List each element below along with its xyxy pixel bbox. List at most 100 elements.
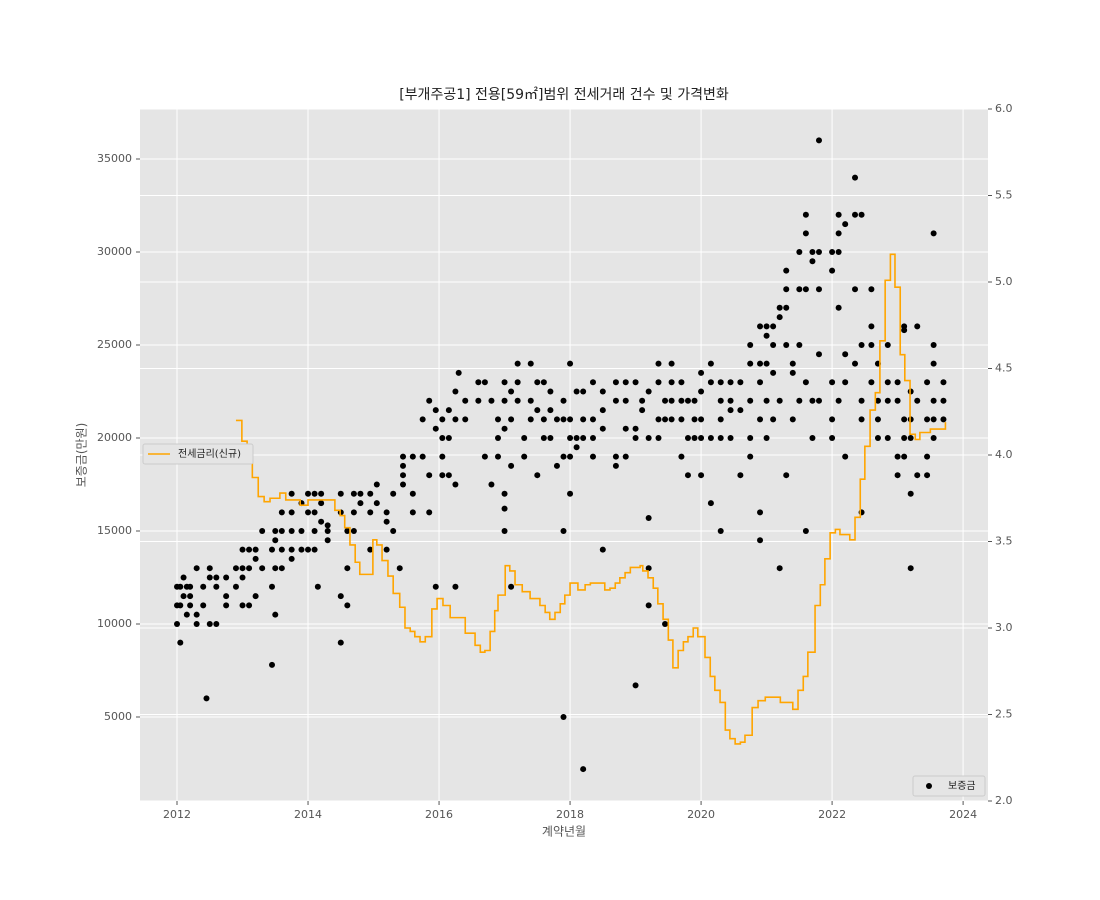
- scatter-point: [776, 304, 783, 311]
- scatter-point: [622, 425, 629, 432]
- scatter-point: [589, 379, 596, 386]
- scatter-point: [350, 527, 357, 534]
- scatter-point: [901, 327, 908, 334]
- scatter-point: [419, 416, 426, 423]
- scatter-point: [783, 267, 790, 274]
- scatter-point: [501, 379, 508, 386]
- scatter-point: [547, 407, 554, 414]
- legend: 전세금리(신규): [142, 443, 254, 465]
- y2-tick-label: 4.0: [995, 448, 1013, 461]
- scatter-point: [344, 565, 351, 572]
- scatter-point: [770, 416, 777, 423]
- scatter-point: [445, 434, 452, 441]
- scatter-point: [223, 593, 230, 600]
- scatter-point: [272, 565, 279, 572]
- scatter-point: [246, 565, 253, 572]
- scatter-point: [757, 537, 764, 544]
- y2-tick-label: 3.5: [995, 535, 1013, 548]
- scatter-point: [770, 369, 777, 376]
- scatter-point: [501, 490, 508, 497]
- scatter-point: [383, 509, 390, 516]
- legend-label: 보증금: [948, 780, 976, 792]
- scatter-point: [439, 416, 446, 423]
- scatter-point: [367, 546, 374, 553]
- scatter-point: [357, 500, 364, 507]
- scatter-point: [206, 574, 213, 581]
- scatter-point: [789, 360, 796, 367]
- scatter-point: [796, 286, 803, 293]
- chart-title: [부개주공1] 전용[59㎡]범위 전세거래 건수 및 가격변화: [399, 87, 729, 103]
- scatter-point: [868, 323, 875, 330]
- scatter-point: [174, 620, 181, 627]
- scatter-point: [177, 583, 184, 590]
- scatter-point: [272, 611, 279, 618]
- scatter-point: [757, 416, 764, 423]
- scatter-point: [527, 397, 534, 404]
- scatter-point: [802, 211, 809, 218]
- scatter-point: [783, 472, 790, 479]
- scatter-point: [452, 416, 459, 423]
- scatter-point: [508, 462, 515, 469]
- scatter-point: [930, 230, 937, 237]
- x-tick-label: 2014: [294, 808, 322, 821]
- scatter-point: [858, 341, 865, 348]
- scatter-point: [858, 211, 865, 218]
- scatter-point: [239, 602, 246, 609]
- scatter-point: [534, 379, 541, 386]
- scatter-point: [868, 286, 875, 293]
- scatter-point: [662, 397, 669, 404]
- scatter-point: [884, 379, 891, 386]
- legend-box: [912, 775, 986, 797]
- scatter-point: [177, 602, 184, 609]
- scatter-point: [783, 286, 790, 293]
- scatter-point: [288, 490, 295, 497]
- scatter-point: [829, 379, 836, 386]
- scatter-point: [560, 713, 567, 720]
- scatter-point: [547, 434, 554, 441]
- scatter-point: [639, 407, 646, 414]
- scatter-point: [835, 230, 842, 237]
- scatter-point: [560, 416, 567, 423]
- scatter-point: [288, 546, 295, 553]
- legend: 보증금: [912, 775, 986, 797]
- scatter-point: [894, 397, 901, 404]
- scatter-point: [645, 434, 652, 441]
- scatter-point: [829, 248, 836, 255]
- scatter-point: [288, 509, 295, 516]
- y-tick-label: 30000: [97, 245, 132, 258]
- scatter-point: [239, 546, 246, 553]
- scatter-point: [553, 416, 560, 423]
- step-line: [235, 253, 947, 745]
- scatter-point: [842, 221, 849, 228]
- y2-tick-label: 2.0: [995, 794, 1013, 807]
- scatter-point: [580, 434, 587, 441]
- legend-swatch: [926, 783, 932, 789]
- scatter-point: [698, 434, 705, 441]
- scatter-point: [632, 434, 639, 441]
- scatter-point: [645, 514, 652, 521]
- scatter-point: [495, 434, 502, 441]
- scatter-point: [763, 323, 770, 330]
- scatter-point: [534, 407, 541, 414]
- scatter-point: [632, 425, 639, 432]
- scatter-point: [367, 509, 374, 516]
- scatter-point: [318, 490, 325, 497]
- scatter-point: [940, 379, 947, 386]
- scatter-point: [288, 527, 295, 534]
- scatter-point: [514, 397, 521, 404]
- scatter-point: [193, 611, 200, 618]
- scatter-point: [239, 574, 246, 581]
- scatter-point: [223, 602, 230, 609]
- scatter-point: [924, 379, 931, 386]
- scatter-point: [580, 388, 587, 395]
- scatter-point: [314, 583, 321, 590]
- scatter-point: [802, 230, 809, 237]
- scatter-point: [400, 462, 407, 469]
- scatter-point: [521, 453, 528, 460]
- scatter-point: [177, 639, 184, 646]
- scatter-point: [809, 397, 816, 404]
- scatter-point: [809, 434, 816, 441]
- scatter-point: [747, 360, 754, 367]
- scatter-point: [717, 397, 724, 404]
- scatter-point: [809, 248, 816, 255]
